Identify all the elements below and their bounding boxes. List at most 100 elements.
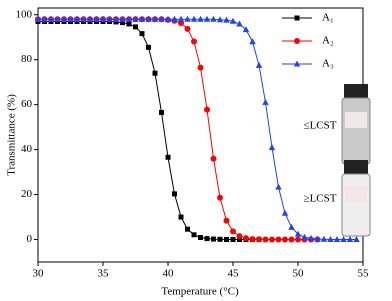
data-point — [269, 236, 275, 243]
data-point — [146, 44, 151, 50]
data-point — [80, 15, 87, 22]
data-point — [216, 16, 224, 23]
data-point — [152, 70, 158, 76]
data-point — [217, 194, 223, 201]
data-point — [171, 15, 178, 22]
data-point — [204, 236, 210, 242]
data-point — [262, 98, 269, 105]
data-point — [211, 236, 216, 242]
y-tick-label: 0 — [27, 233, 33, 245]
legend-label: A₂ — [322, 35, 334, 47]
data-point — [34, 15, 42, 22]
data-point — [210, 15, 217, 22]
data-point — [198, 234, 203, 240]
legend-marker — [293, 60, 301, 67]
data-point — [47, 15, 55, 22]
data-point — [249, 38, 256, 45]
data-point — [288, 223, 295, 230]
data-point — [119, 15, 126, 22]
y-tick-label: 80 — [21, 53, 33, 65]
data-point — [184, 25, 191, 32]
data-point — [236, 20, 243, 27]
data-point — [236, 233, 243, 240]
data-point — [41, 15, 48, 22]
data-point — [177, 15, 185, 22]
data-point — [99, 15, 107, 22]
data-point — [294, 230, 302, 237]
data-point — [229, 17, 237, 24]
x-tick-label: 35 — [98, 268, 110, 280]
y-tick-label: 40 — [21, 143, 33, 155]
data-point — [203, 15, 211, 22]
legend-marker — [294, 38, 300, 44]
data-point — [295, 236, 301, 243]
x-tick-label: 40 — [163, 268, 175, 280]
legend-label: A₃ — [322, 58, 334, 70]
data-point — [133, 24, 138, 30]
x-tick-label: 30 — [33, 268, 45, 280]
data-point — [242, 26, 250, 33]
data-point — [86, 15, 94, 22]
data-point — [314, 235, 321, 242]
data-point — [158, 15, 165, 22]
data-point — [327, 236, 334, 243]
data-point — [159, 110, 164, 116]
data-point — [172, 191, 177, 197]
x-axis-label: Temperature (°C) — [161, 286, 239, 298]
data-point — [54, 15, 61, 22]
data-point — [237, 237, 242, 243]
data-point — [204, 106, 210, 113]
data-point — [191, 232, 197, 238]
data-point — [281, 209, 289, 216]
annotation: ≤LCST — [304, 120, 337, 132]
data-point — [132, 15, 139, 22]
x-tick-label: 50 — [293, 268, 305, 280]
data-point — [230, 237, 236, 243]
data-point — [275, 236, 282, 243]
series-line — [38, 20, 259, 241]
data-point — [151, 15, 159, 22]
data-point — [262, 236, 269, 243]
data-point — [120, 20, 125, 26]
data-point — [301, 233, 308, 240]
data-point — [307, 234, 315, 241]
plot-frame — [37, 7, 364, 263]
data-point — [275, 183, 282, 190]
data-point — [346, 236, 354, 243]
data-point — [230, 228, 236, 235]
data-point — [249, 236, 256, 243]
data-point — [255, 61, 263, 68]
data-point — [125, 15, 133, 22]
data-point — [217, 236, 223, 242]
data-point — [139, 31, 145, 37]
legend-marker — [294, 15, 300, 21]
data-point — [190, 15, 198, 22]
data-point — [353, 236, 360, 243]
annotation: ≥LCST — [304, 193, 337, 205]
data-point — [112, 15, 120, 22]
data-point — [223, 217, 230, 224]
data-point — [106, 15, 113, 22]
data-point — [256, 236, 262, 243]
y-tick-label: 100 — [16, 8, 33, 20]
data-point — [145, 15, 152, 22]
data-point — [282, 236, 288, 243]
data-point — [60, 15, 68, 22]
data-point — [197, 15, 204, 22]
data-point — [340, 236, 347, 243]
x-tick-label: 45 — [228, 268, 240, 280]
data-point — [93, 15, 100, 22]
data-point — [224, 237, 229, 243]
data-point — [268, 144, 276, 151]
data-point — [138, 15, 146, 22]
y-tick-label: 60 — [21, 98, 33, 110]
data-point — [197, 64, 204, 71]
data-point — [165, 154, 171, 160]
data-point — [223, 16, 230, 23]
data-point — [191, 38, 197, 45]
data-point — [243, 235, 249, 242]
data-point — [73, 15, 81, 22]
data-point — [178, 214, 184, 220]
data-point — [185, 226, 190, 232]
